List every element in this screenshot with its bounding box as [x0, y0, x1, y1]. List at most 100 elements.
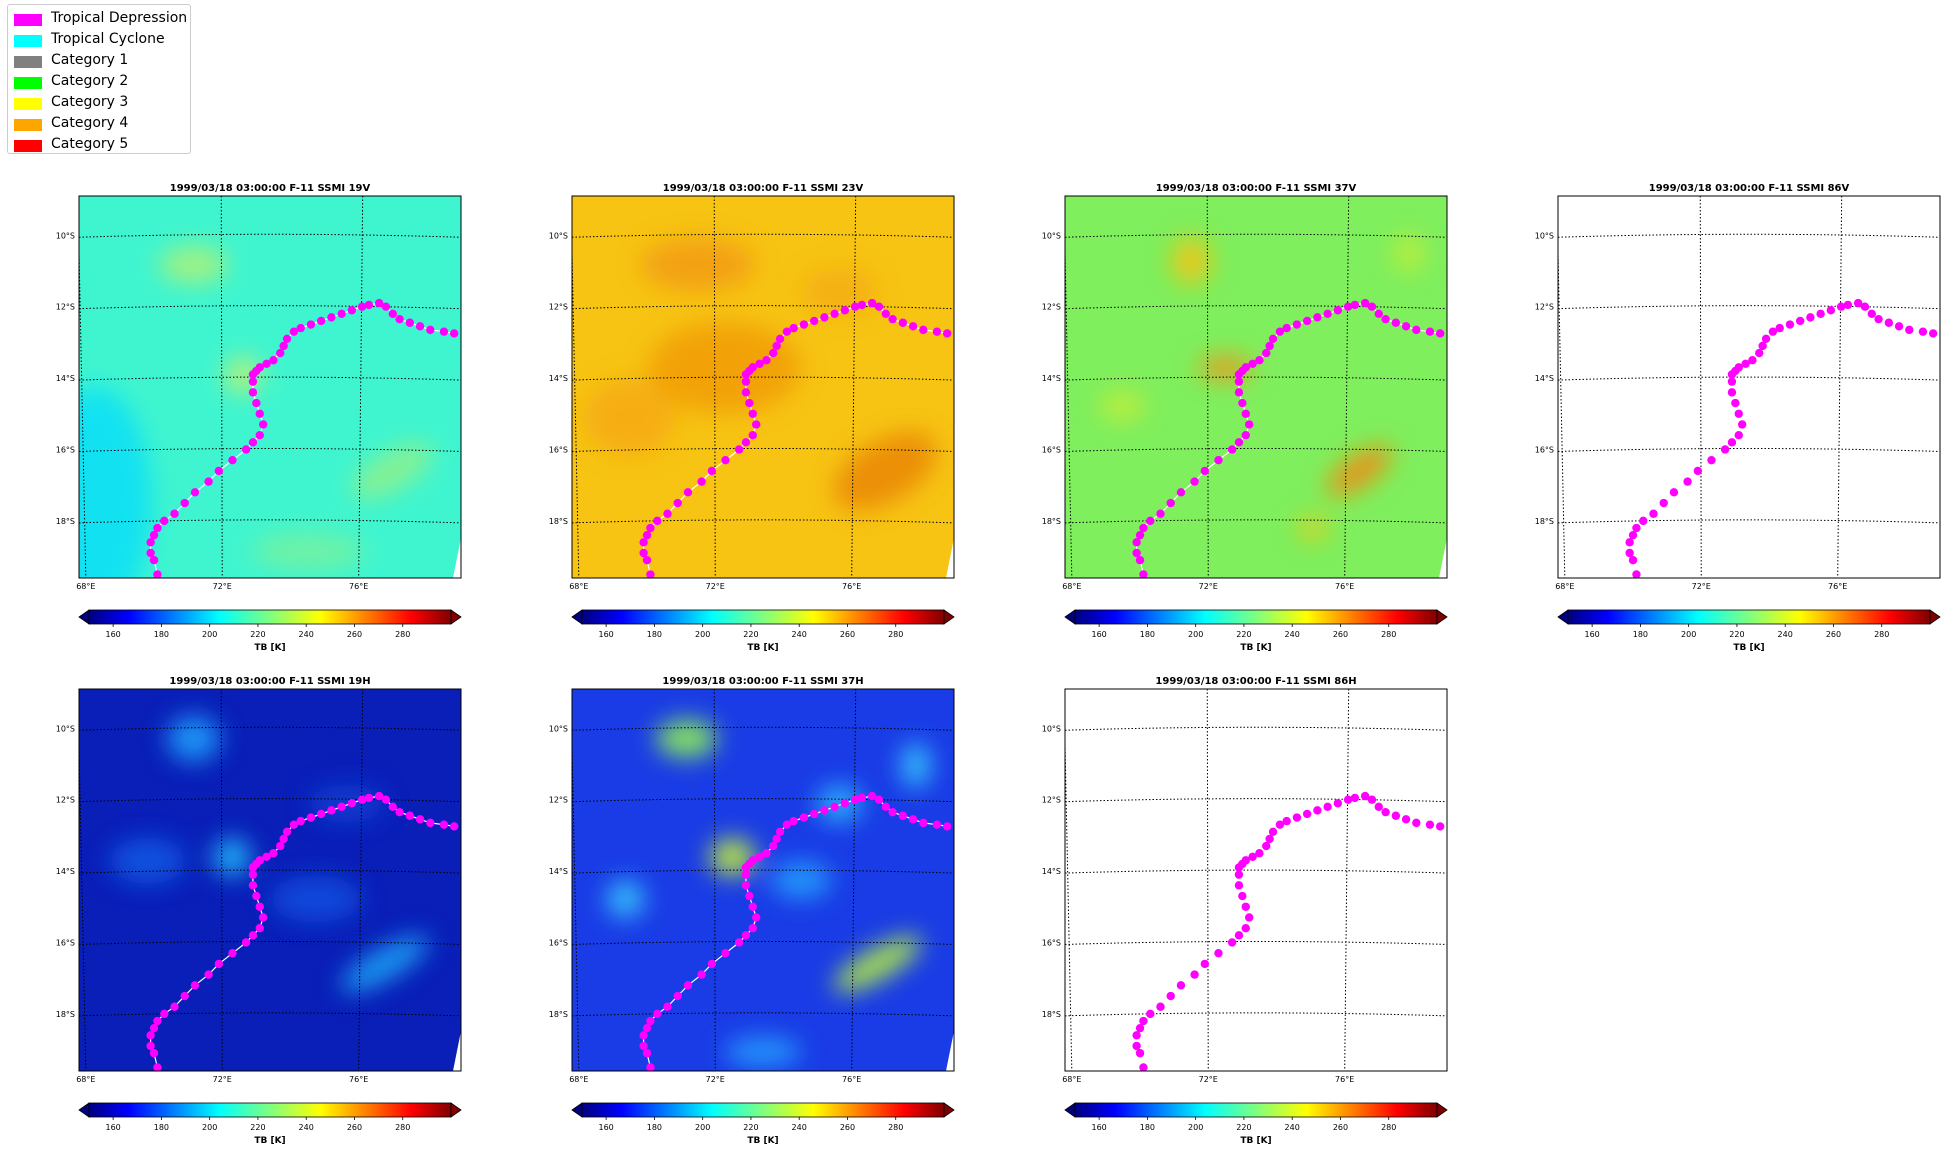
track-point [1350, 793, 1360, 803]
track-point [683, 488, 693, 497]
tb-field-background [572, 689, 954, 1071]
track-point [1412, 325, 1421, 335]
colorbar-max-extend [450, 1102, 462, 1118]
track-point [1268, 827, 1278, 837]
tb-anomaly [1099, 390, 1146, 422]
track-point [1381, 314, 1390, 324]
track-point [1241, 363, 1250, 372]
colorbar-label: TB [K] [1240, 643, 1271, 653]
track-point [874, 302, 884, 311]
tb-anomaly [833, 935, 922, 993]
track-point [1313, 313, 1322, 322]
map-frame [78, 688, 462, 1072]
track-point [1241, 430, 1250, 440]
track-point [381, 795, 391, 804]
track-point [255, 430, 264, 440]
track-point [262, 359, 271, 368]
tb-anomaly [606, 880, 645, 919]
colorbar-tick-label: 220 [250, 1123, 265, 1132]
colorbar-tick-label: 260 [1333, 630, 1348, 639]
track-point [1401, 322, 1411, 331]
lon-tick-label: 68°E [569, 582, 588, 591]
track-point [1649, 509, 1658, 518]
track-point [748, 363, 757, 372]
panel-title: 1999/03/18 03:00:00 F-11 SSMI 37V [1156, 183, 1357, 194]
track-point [782, 820, 792, 829]
track-point [1874, 314, 1883, 324]
map-panel: 1999/03/18 03:00:00 F-11 SSMI 86H 10°S 12°… [1042, 676, 1448, 1146]
track-point [1727, 438, 1737, 447]
track-point [153, 1016, 162, 1026]
colorbar-tick-label: 160 [105, 1123, 120, 1132]
track-point [241, 445, 251, 454]
colorbar-min-extend [571, 609, 583, 625]
tb-field-background [1065, 689, 1447, 1071]
lon-tick-label: 68°E [76, 1075, 95, 1084]
track-point [769, 841, 778, 851]
track-point [252, 398, 261, 408]
track-point [1737, 420, 1747, 429]
track-point [888, 314, 897, 324]
colorbar-min-extend [78, 1102, 90, 1118]
track-point [1350, 300, 1360, 310]
track-point [850, 795, 860, 804]
track-point [149, 555, 159, 565]
track-point [741, 931, 751, 940]
colorbar-tick-label: 160 [598, 630, 613, 639]
track-point [1132, 1041, 1141, 1051]
colorbar-tick-label: 260 [840, 630, 855, 639]
track-point [316, 809, 326, 819]
colorbar-tick-label: 220 [1236, 630, 1251, 639]
track-point [357, 795, 367, 804]
meridian-line [1206, 689, 1209, 1071]
track-point [1135, 1023, 1145, 1033]
track-point [449, 329, 459, 338]
tb-anomaly [340, 935, 429, 993]
lat-tick-label: 16°S [1042, 445, 1061, 454]
track-point [772, 341, 781, 351]
lat-tick-label: 18°S [1535, 517, 1554, 526]
track-point [160, 516, 169, 526]
track-point [1755, 348, 1764, 358]
track-point [799, 320, 809, 329]
colorbar-tick-label: 280 [1381, 630, 1396, 639]
track-point [1302, 316, 1312, 326]
track-point [1639, 516, 1648, 526]
track-point [252, 891, 261, 901]
tb-anomaly [250, 532, 366, 571]
track-point [1741, 359, 1750, 368]
track-point [1768, 327, 1778, 336]
track-point [1816, 309, 1825, 319]
lon-tick-label: 72°E [706, 1075, 725, 1084]
meridian-line [220, 196, 223, 578]
map-panel: 1999/03/18 03:00:00 F-11 SSMI 23V 10°S 12°… [549, 183, 955, 653]
map-panel: 1999/03/18 03:00:00 F-11 SSMI 37H 10°S 12°… [549, 676, 955, 1146]
track-point [1785, 320, 1795, 329]
track-point [1292, 320, 1302, 329]
track-point [1323, 309, 1332, 319]
track-point [1806, 313, 1815, 322]
track-point [415, 322, 425, 331]
track-point [1360, 298, 1370, 308]
lat-tick-label: 12°S [56, 303, 75, 312]
track-point [337, 309, 346, 319]
panel-title: 1999/03/18 03:00:00 F-11 SSMI 19H [169, 676, 370, 687]
map-frame [78, 195, 462, 579]
track-point [734, 938, 744, 947]
colorbar-tick-label: 260 [1333, 1123, 1348, 1132]
meridian-line [1699, 196, 1702, 578]
colorbar-tick-label: 200 [1681, 630, 1696, 639]
track-point [1748, 356, 1757, 365]
track-point [1391, 811, 1401, 820]
track-point [1241, 902, 1250, 911]
tb-anomaly [656, 719, 718, 758]
track-point [1435, 329, 1445, 338]
track-point [683, 981, 693, 990]
track-point [782, 327, 792, 336]
track-point [1343, 795, 1353, 804]
lat-tick-label: 12°S [1535, 303, 1554, 312]
tb-anomaly [351, 442, 434, 500]
track-point [190, 488, 200, 497]
colorbar-max-extend [1436, 1102, 1448, 1118]
tb-anomaly [1298, 516, 1329, 540]
